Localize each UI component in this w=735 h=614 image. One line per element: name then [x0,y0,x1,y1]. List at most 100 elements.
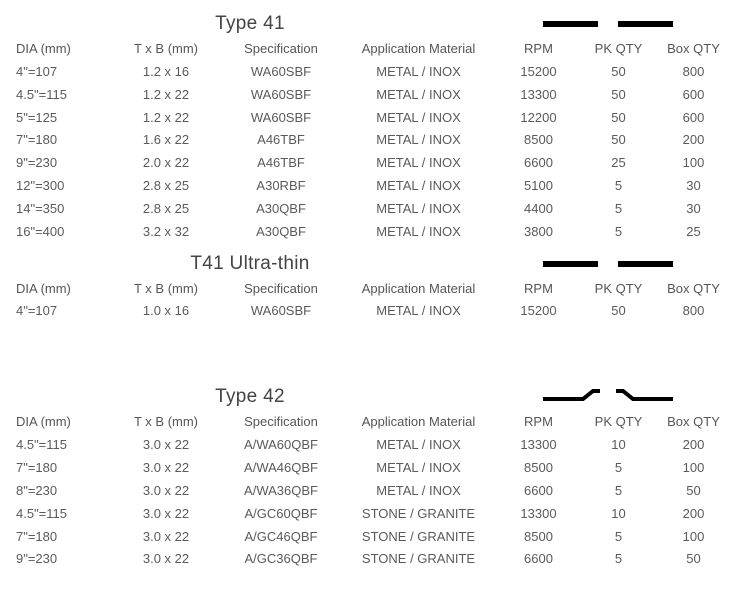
cell-spec: A/WA60QBF [221,434,341,457]
cell-txb: 3.2 x 32 [111,221,221,244]
cell-txb: 1.6 x 22 [111,129,221,152]
cell-txb: 2.8 x 25 [111,175,221,198]
table-row: 8"=2303.0 x 22A/WA36QBFMETAL / INOX66005… [10,480,731,503]
col-txb: T x B (mm) [111,278,221,301]
title-t41ultra: T41 Ultra-thin [10,253,490,275]
section-type41: Type 41 DIA (mm) T x B (mm) Specificatio… [10,10,725,244]
col-app: Application Material [341,38,496,61]
cell-box: 200 [656,129,731,152]
col-app: Application Material [341,278,496,301]
heading-row-t41ultra: T41 Ultra-thin [10,250,725,278]
cell-spec: A30RBF [221,175,341,198]
cell-box: 50 [656,548,731,571]
cell-dia: 9"=230 [10,152,111,175]
col-spec: Specification [221,38,341,61]
cell-spec: A/GC36QBF [221,548,341,571]
cell-box: 100 [656,526,731,549]
cell-spec: A30QBF [221,221,341,244]
cell-pk: 5 [581,457,656,480]
cell-dia: 12"=300 [10,175,111,198]
cell-txb: 1.2 x 22 [111,107,221,130]
cell-rpm: 13300 [496,434,581,457]
cell-spec: A46TBF [221,129,341,152]
table-row: 4.5"=1153.0 x 22A/WA60QBFMETAL / INOX133… [10,434,731,457]
tbody-type41: 4"=1071.2 x 16WA60SBFMETAL / INOX1520050… [10,61,731,244]
col-txb: T x B (mm) [111,38,221,61]
cell-pk: 50 [581,84,656,107]
col-spec: Specification [221,278,341,301]
cell-box: 100 [656,152,731,175]
cell-box: 200 [656,434,731,457]
cell-spec: WA60SBF [221,300,341,323]
cell-dia: 8"=230 [10,480,111,503]
tbody-t41ultra: 4"=1071.0 x 16WA60SBFMETAL / INOX1520050… [10,300,731,323]
cell-pk: 5 [581,221,656,244]
cell-rpm: 12200 [496,107,581,130]
cell-txb: 3.0 x 22 [111,526,221,549]
cell-app: METAL / INOX [341,61,496,84]
table-header-row: DIA (mm) T x B (mm) Specification Applic… [10,278,731,301]
col-box: Box QTY [656,411,731,434]
cell-rpm: 8500 [496,129,581,152]
cell-spec: A46TBF [221,152,341,175]
cell-app: METAL / INOX [341,107,496,130]
cell-box: 800 [656,61,731,84]
cell-box: 25 [656,221,731,244]
cell-spec: WA60SBF [221,107,341,130]
cell-box: 30 [656,175,731,198]
cell-app: METAL / INOX [341,221,496,244]
cell-app: METAL / INOX [341,480,496,503]
cell-dia: 7"=180 [10,129,111,152]
cell-app: METAL / INOX [341,300,496,323]
profile-icon-type41 [490,15,725,33]
cell-box: 100 [656,457,731,480]
cell-app: METAL / INOX [341,175,496,198]
table-row: 9"=2303.0 x 22A/GC36QBFSTONE / GRANITE66… [10,548,731,571]
cell-app: STONE / GRANITE [341,526,496,549]
cell-dia: 16"=400 [10,221,111,244]
cell-dia: 4.5"=115 [10,434,111,457]
cell-spec: A/WA46QBF [221,457,341,480]
cell-box: 30 [656,198,731,221]
flat-disc-icon [538,255,678,273]
cell-app: STONE / GRANITE [341,548,496,571]
cell-app: METAL / INOX [341,457,496,480]
cell-dia: 9"=230 [10,548,111,571]
table-t41ultra: DIA (mm) T x B (mm) Specification Applic… [10,278,731,324]
col-spec: Specification [221,411,341,434]
col-dia: DIA (mm) [10,38,111,61]
cell-pk: 25 [581,152,656,175]
cell-spec: A/GC60QBF [221,503,341,526]
table-row: 7"=1803.0 x 22A/GC46QBFSTONE / GRANITE85… [10,526,731,549]
col-rpm: RPM [496,411,581,434]
cell-txb: 3.0 x 22 [111,434,221,457]
cell-dia: 14"=350 [10,198,111,221]
cell-rpm: 13300 [496,84,581,107]
title-type42: Type 42 [10,386,490,408]
table-row: 4"=1071.0 x 16WA60SBFMETAL / INOX1520050… [10,300,731,323]
cell-app: METAL / INOX [341,129,496,152]
cell-txb: 1.0 x 16 [111,300,221,323]
col-pk: PK QTY [581,278,656,301]
depressed-center-icon [538,387,678,407]
cell-txb: 1.2 x 22 [111,84,221,107]
cell-rpm: 6600 [496,480,581,503]
cell-rpm: 6600 [496,548,581,571]
col-box: Box QTY [656,278,731,301]
col-txb: T x B (mm) [111,411,221,434]
table-row: 4.5"=1151.2 x 22WA60SBFMETAL / INOX13300… [10,84,731,107]
cell-app: STONE / GRANITE [341,503,496,526]
cell-txb: 3.0 x 22 [111,457,221,480]
cell-rpm: 6600 [496,152,581,175]
table-type42: DIA (mm) T x B (mm) Specification Applic… [10,411,731,571]
table-row: 7"=1801.6 x 22A46TBFMETAL / INOX85005020… [10,129,731,152]
section-t41ultra: T41 Ultra-thin DIA (mm) T x B (mm) Speci… [10,250,725,324]
title-type41: Type 41 [10,13,490,35]
cell-txb: 3.0 x 22 [111,548,221,571]
section-type42: Type 42 DIA (mm) T x B (mm) Specificatio… [10,383,725,571]
col-rpm: RPM [496,278,581,301]
col-dia: DIA (mm) [10,278,111,301]
table-type41: DIA (mm) T x B (mm) Specification Applic… [10,38,731,244]
cell-app: METAL / INOX [341,198,496,221]
cell-txb: 3.0 x 22 [111,503,221,526]
